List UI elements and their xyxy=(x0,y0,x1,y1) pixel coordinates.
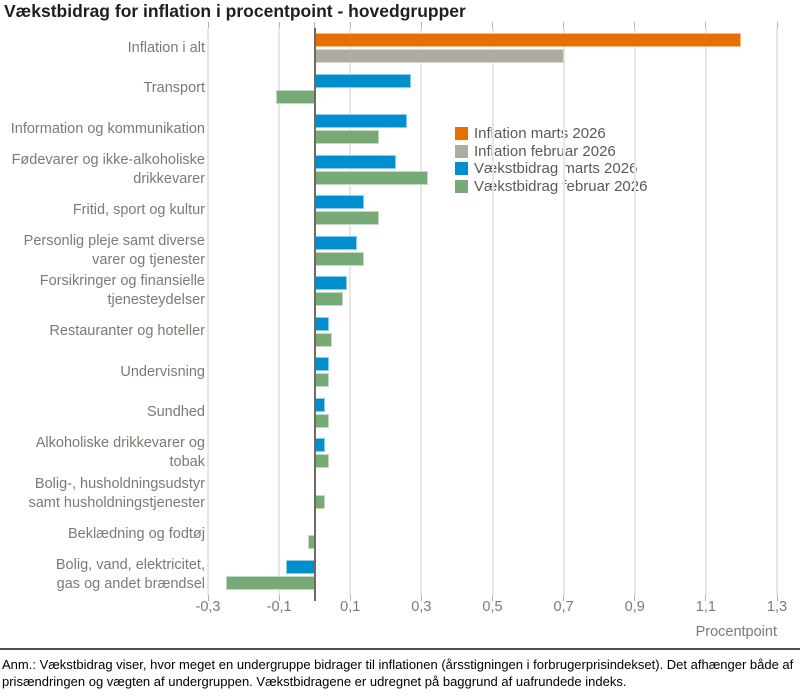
legend-label: Vækstbidrag februar 2026 xyxy=(474,177,648,195)
axis-tick-top xyxy=(492,22,493,28)
axis-tick-bottom xyxy=(705,595,707,601)
legend-item: Vækstbidrag marts 2026 xyxy=(455,160,647,178)
x-tick-label: 0,3 xyxy=(411,599,432,615)
x-tick-label: -0,3 xyxy=(195,599,221,615)
legend-label: Inflation februar 2026 xyxy=(474,142,616,160)
gridline xyxy=(207,28,209,595)
category-label: Beklædning og fodtøj xyxy=(67,525,205,542)
axis-tick-top xyxy=(563,22,565,28)
gridline xyxy=(776,28,778,595)
inflation_februar-swatch xyxy=(455,144,468,158)
axis-tick-top xyxy=(705,22,707,28)
vaekstbidrag-marts_2026-bar xyxy=(314,114,408,128)
category-label: Alkoholiske drikkevarer og tobak xyxy=(35,435,205,471)
legend-label: Inflation marts 2026 xyxy=(474,125,606,143)
axis-tick-top xyxy=(634,22,636,28)
legend-label: Vækstbidrag marts 2026 xyxy=(474,160,638,178)
vaekstbidrag_marts-swatch xyxy=(455,162,468,176)
axis-tick-bottom xyxy=(492,595,493,601)
gridline xyxy=(633,28,636,595)
vaekstbidrag-marts_2026-bar xyxy=(314,154,397,169)
vaekstbidrag-februar_2026-bar xyxy=(225,575,315,590)
gridline xyxy=(562,28,565,595)
vaekstbidrag-februar_2026-bar xyxy=(314,494,326,509)
axis-tick-top xyxy=(207,22,209,28)
x-axis-tick-labels: -0,3 -0,1 0,1 0,3 0,5 0,7 0,9 1,1 1,3 xyxy=(196,599,788,617)
x-tick-label: 1,3 xyxy=(766,599,788,615)
plot-area: Inflation marts 2026 Inflation februar 20… xyxy=(207,22,778,601)
gridline xyxy=(349,28,352,595)
vaekstbidrag-februar_2026-bar xyxy=(314,454,329,468)
category-label: Undervisning xyxy=(120,363,205,380)
axis-tick-top xyxy=(420,22,422,28)
category-label: Inflation i alt xyxy=(127,39,205,56)
x-axis-title: Procentpoint xyxy=(695,624,777,640)
vaekstbidrag-marts_2026-bar xyxy=(314,195,365,209)
axis-tick-bottom xyxy=(563,595,565,601)
x-tick-label: 0,9 xyxy=(624,599,645,615)
x-tick-label: 1,1 xyxy=(695,599,716,615)
category-label: Information og kommunikation xyxy=(10,120,205,137)
separator-line xyxy=(0,648,800,650)
footnote-text: Anm.: Vækstbidrag viser, hvor meget en u… xyxy=(2,657,794,689)
vaekstbidrag-februar_2026-bar xyxy=(314,211,379,225)
vaekstbidrag-februar_2026-bar xyxy=(314,332,333,347)
x-tick-label: 0,7 xyxy=(553,599,574,615)
legend: Inflation marts 2026 Inflation februar 20… xyxy=(455,125,647,195)
vaekstbidrag-marts_2026-bar xyxy=(314,276,347,290)
category-label: Sundhed xyxy=(146,404,205,421)
vaekstbidrag-marts_2026-bar xyxy=(314,316,329,331)
vaekstbidrag-februar_2026-bar xyxy=(275,89,315,104)
zero-axis-line xyxy=(313,28,316,601)
vaekstbidrag-februar_2026-bar xyxy=(314,130,379,144)
axis-tick-top xyxy=(278,22,280,28)
vaekstbidrag_februar-swatch xyxy=(455,179,468,193)
vaekstbidrag-marts_2026-bar xyxy=(314,73,411,88)
axis-tick-bottom xyxy=(207,595,209,601)
vaekstbidrag-marts_2026-bar xyxy=(286,559,315,574)
axis-tick-top xyxy=(776,22,778,28)
category-label: Forsikringer og finansielle tjenesteydel… xyxy=(39,273,205,309)
inflation_marts-swatch xyxy=(455,127,468,141)
vaekstbidrag-februar_2026-bar xyxy=(314,251,365,266)
gridline xyxy=(420,28,423,595)
gridline xyxy=(491,28,494,595)
vaekstbidrag-februar_2026-bar xyxy=(314,413,329,428)
gridline xyxy=(278,28,281,595)
category-label: Personlig pleje samt diverse varer og tj… xyxy=(23,232,205,268)
vaekstbidrag-februar_2026-bar xyxy=(314,373,329,387)
x-tick-label: 0,1 xyxy=(340,599,361,615)
category-label: Transport xyxy=(143,80,205,97)
axis-tick-bottom xyxy=(349,595,351,601)
legend-item: Inflation februar 2026 xyxy=(455,143,647,161)
category-label: Restauranter og hoteller xyxy=(49,323,205,340)
axis-tick-top xyxy=(349,22,351,28)
category-label: Bolig-, husholdningsudstyr samt husholdn… xyxy=(28,475,205,511)
legend-item: Inflation marts 2026 xyxy=(455,125,647,143)
inflation-februar_2026-bar xyxy=(314,49,564,63)
category-label: Fritid, sport og kultur xyxy=(72,201,205,218)
x-tick-label: -0,1 xyxy=(266,599,292,615)
vaekstbidrag-februar_2026-bar xyxy=(314,292,344,306)
axis-tick-bottom xyxy=(634,595,636,601)
axis-tick-bottom xyxy=(420,595,422,601)
inflation-marts_2026-bar xyxy=(314,33,742,47)
x-tick-label: 0,5 xyxy=(482,599,503,615)
vaekstbidrag-marts_2026-bar xyxy=(314,235,358,250)
vaekstbidrag-marts_2026-bar xyxy=(314,357,329,371)
chart-title: Vækstbidrag for inflation i procentpoint… xyxy=(4,1,466,21)
axis-tick-top xyxy=(314,22,316,28)
vaekstbidrag-marts_2026-bar xyxy=(314,397,326,412)
gridline xyxy=(704,28,707,595)
vaekstbidrag-marts_2026-bar xyxy=(314,438,326,452)
axis-tick-bottom xyxy=(776,595,778,601)
vaekstbidrag-februar_2026-bar xyxy=(314,170,429,185)
axis-tick-bottom xyxy=(278,595,280,601)
category-labels: Inflation i alt Transport Information og k… xyxy=(0,28,205,595)
legend-item: Vækstbidrag februar 2026 xyxy=(455,178,647,196)
category-label: Bolig, vand, elektricitet, gas og andet … xyxy=(55,556,205,592)
category-label: Fødevarer og ikke-alkoholiske drikkevare… xyxy=(11,151,205,187)
